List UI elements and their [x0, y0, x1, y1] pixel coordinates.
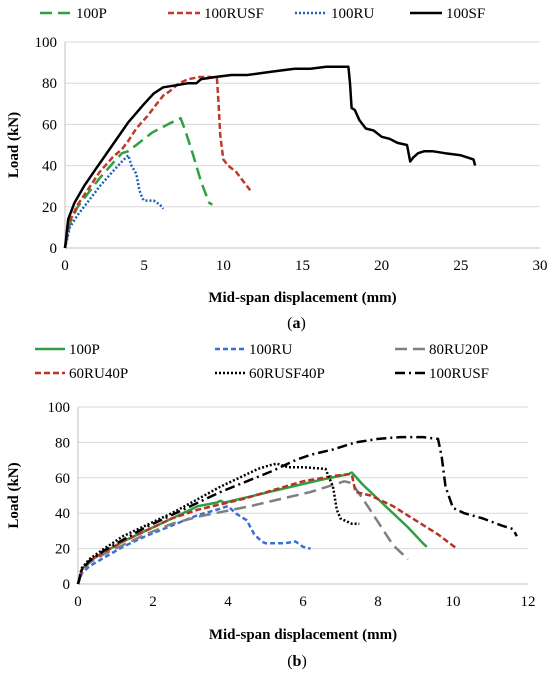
y-tick-label: 100: [35, 35, 58, 51]
y-tick-label: 0: [63, 577, 71, 593]
legend-label: 100RUSF: [204, 6, 264, 22]
caption-letter: a: [293, 315, 301, 332]
x-tick-label: 20: [374, 258, 389, 274]
x-tick-label: 0: [74, 594, 82, 610]
y-tick-label: 80: [42, 76, 57, 92]
x-axis-title: Mid-span displacement (mm): [209, 627, 397, 643]
x-tick-label: 6: [299, 594, 307, 610]
y-tick-label: 80: [55, 435, 70, 451]
x-tick-label: 12: [521, 594, 536, 610]
legend-label: 100P: [69, 342, 100, 358]
series-line-100p: [76, 471, 428, 585]
legend-label: 100SF: [446, 6, 485, 22]
caption-letter: b: [293, 653, 302, 670]
x-tick-label: 15: [295, 258, 310, 274]
series-line-100ru: [63, 154, 165, 249]
caption-open-paren: (: [287, 653, 292, 670]
y-tick-label: 60: [55, 471, 70, 487]
y-axis-title: Load (kN): [6, 112, 22, 178]
series-line-100rusf: [63, 75, 252, 249]
panel-b-chart: 0 20 40 60 80 100 0 2 4 6 8 10 12 100P 100RU 80RU20P 60R…: [6, 342, 536, 670]
series-line-100rusf: [76, 435, 518, 585]
legend-label: 60RU40P: [69, 366, 128, 382]
legend-label: 80RU20P: [429, 342, 488, 358]
legend-label: 100P: [76, 6, 107, 22]
series-line-60ru40p: [76, 473, 458, 585]
series-line-100sf: [63, 65, 477, 249]
x-tick-label: 30: [533, 258, 548, 274]
y-tick-label: 20: [55, 542, 70, 558]
caption-close-paren: ): [301, 653, 306, 670]
caption-open-paren: (: [287, 315, 292, 332]
legend-label: 100RU: [331, 6, 375, 22]
series-line-80ru20p: [76, 480, 409, 585]
legend-label: 100RU: [249, 342, 293, 358]
y-tick-label: 40: [42, 159, 57, 175]
series-line-60rusf40p: [76, 462, 360, 585]
x-tick-label: 5: [140, 258, 148, 274]
x-tick-label: 8: [374, 594, 382, 610]
x-tick-label: 4: [224, 594, 232, 610]
y-tick-label: 20: [42, 200, 57, 216]
panel-caption: (b): [287, 653, 307, 670]
y-tick-label: 100: [48, 400, 71, 416]
caption-close-paren: ): [301, 315, 306, 332]
x-axis-title: Mid-span displacement (mm): [208, 290, 396, 306]
x-tick-label: 10: [446, 594, 461, 610]
panel-a-chart: 0 20 40 60 80 100 0 5 10 15 20 25 30 100P 100RUSF 100RU…: [6, 6, 548, 332]
x-tick-label: 0: [61, 258, 69, 274]
y-tick-label: 0: [50, 241, 58, 257]
legend-label: 100RUSF: [429, 366, 489, 382]
x-tick-label: 2: [149, 594, 157, 610]
y-tick-label: 60: [42, 117, 57, 133]
y-axis-title: Load (kN): [6, 462, 22, 528]
y-tick-label: 40: [55, 506, 70, 522]
legend-label: 60RUSF40P: [249, 366, 325, 382]
series-line-100p: [63, 116, 213, 249]
x-tick-label: 25: [453, 258, 468, 274]
panel-caption: (a): [287, 315, 306, 332]
x-tick-label: 10: [216, 258, 231, 274]
